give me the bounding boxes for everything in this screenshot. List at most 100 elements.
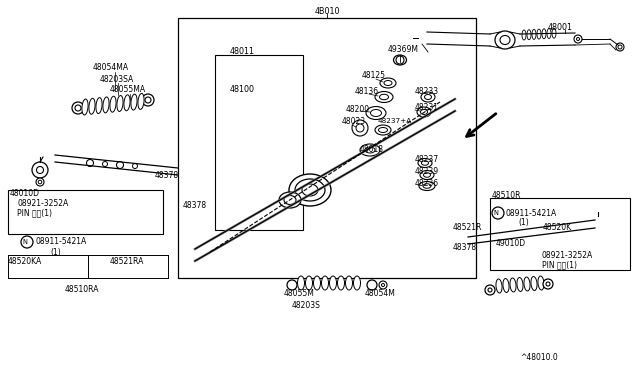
Ellipse shape [371, 109, 381, 116]
Ellipse shape [436, 32, 440, 42]
Ellipse shape [547, 29, 551, 38]
Ellipse shape [496, 279, 502, 293]
Circle shape [418, 34, 426, 42]
Text: 48100: 48100 [230, 86, 255, 94]
Ellipse shape [510, 278, 516, 292]
Text: 48055MA: 48055MA [110, 86, 146, 94]
Ellipse shape [131, 94, 137, 110]
Ellipse shape [424, 173, 431, 177]
Ellipse shape [298, 276, 305, 290]
Text: 48200: 48200 [346, 105, 370, 113]
Circle shape [381, 283, 385, 286]
Ellipse shape [419, 182, 435, 190]
Circle shape [36, 167, 44, 173]
Ellipse shape [305, 276, 312, 290]
Text: 48125: 48125 [362, 71, 386, 80]
Ellipse shape [378, 128, 387, 132]
Circle shape [352, 120, 368, 136]
Circle shape [142, 94, 154, 106]
Circle shape [21, 236, 33, 248]
Text: 48378: 48378 [183, 201, 207, 209]
Text: 49369M: 49369M [388, 45, 419, 55]
Ellipse shape [517, 278, 523, 292]
Ellipse shape [89, 98, 95, 114]
Ellipse shape [431, 32, 435, 41]
Text: 08911-5421A: 08911-5421A [506, 208, 557, 218]
Circle shape [543, 279, 553, 289]
Circle shape [72, 102, 84, 114]
Text: 08921-3252A: 08921-3252A [542, 250, 593, 260]
Text: 48054M: 48054M [365, 289, 396, 298]
Ellipse shape [532, 29, 536, 39]
Ellipse shape [552, 28, 556, 38]
Ellipse shape [302, 184, 318, 196]
Circle shape [574, 35, 582, 43]
Ellipse shape [346, 276, 353, 290]
Ellipse shape [375, 92, 393, 103]
Ellipse shape [542, 29, 546, 39]
Ellipse shape [537, 29, 541, 39]
Circle shape [36, 178, 44, 186]
Text: 48521R: 48521R [453, 224, 483, 232]
Text: 48203S: 48203S [292, 301, 321, 311]
Ellipse shape [524, 277, 530, 291]
Text: 48010D: 48010D [10, 189, 40, 198]
Circle shape [492, 207, 504, 219]
Ellipse shape [314, 276, 321, 290]
Ellipse shape [366, 106, 386, 119]
Text: 48236: 48236 [415, 180, 439, 189]
Text: 08921-3252A: 08921-3252A [17, 199, 68, 208]
Ellipse shape [365, 147, 375, 153]
Ellipse shape [295, 179, 325, 201]
Ellipse shape [124, 95, 130, 111]
Ellipse shape [375, 125, 391, 135]
Circle shape [356, 124, 364, 132]
Circle shape [86, 160, 93, 167]
Ellipse shape [522, 30, 526, 40]
Ellipse shape [82, 99, 88, 115]
Ellipse shape [420, 170, 434, 180]
Text: 48239: 48239 [415, 167, 439, 176]
Circle shape [287, 280, 297, 290]
Ellipse shape [103, 97, 109, 113]
Text: (1): (1) [518, 218, 529, 228]
Text: 48237+A: 48237+A [378, 118, 412, 124]
Circle shape [590, 216, 606, 232]
Ellipse shape [420, 109, 428, 115]
Ellipse shape [495, 31, 515, 49]
Ellipse shape [117, 96, 123, 112]
Ellipse shape [441, 33, 445, 42]
Text: PIN ビン(1): PIN ビン(1) [542, 260, 577, 269]
Text: 48520KA: 48520KA [8, 257, 42, 266]
Circle shape [367, 280, 377, 290]
Ellipse shape [284, 196, 296, 205]
Ellipse shape [423, 184, 431, 188]
Text: 48521RA: 48521RA [110, 257, 145, 266]
Text: 48136: 48136 [355, 87, 379, 96]
Circle shape [492, 232, 499, 240]
Ellipse shape [500, 35, 510, 45]
Text: 48520K: 48520K [543, 224, 572, 232]
Ellipse shape [380, 94, 388, 100]
Ellipse shape [456, 35, 460, 44]
Text: 48001: 48001 [548, 23, 573, 32]
Circle shape [540, 228, 545, 232]
Circle shape [116, 161, 124, 169]
Circle shape [132, 164, 138, 169]
Circle shape [508, 231, 513, 237]
Circle shape [411, 36, 415, 40]
Text: 48023: 48023 [342, 118, 366, 126]
Ellipse shape [394, 55, 406, 65]
Circle shape [145, 97, 151, 103]
Ellipse shape [353, 276, 360, 290]
Bar [490, 198, 630, 270]
Circle shape [396, 56, 404, 64]
Ellipse shape [451, 34, 455, 43]
Text: 48233: 48233 [415, 87, 439, 96]
Ellipse shape [384, 80, 392, 86]
Text: 48378: 48378 [453, 244, 477, 253]
Text: 48237: 48237 [415, 155, 439, 164]
Text: 48510RA: 48510RA [65, 285, 99, 295]
Ellipse shape [321, 276, 328, 290]
Ellipse shape [426, 32, 430, 41]
